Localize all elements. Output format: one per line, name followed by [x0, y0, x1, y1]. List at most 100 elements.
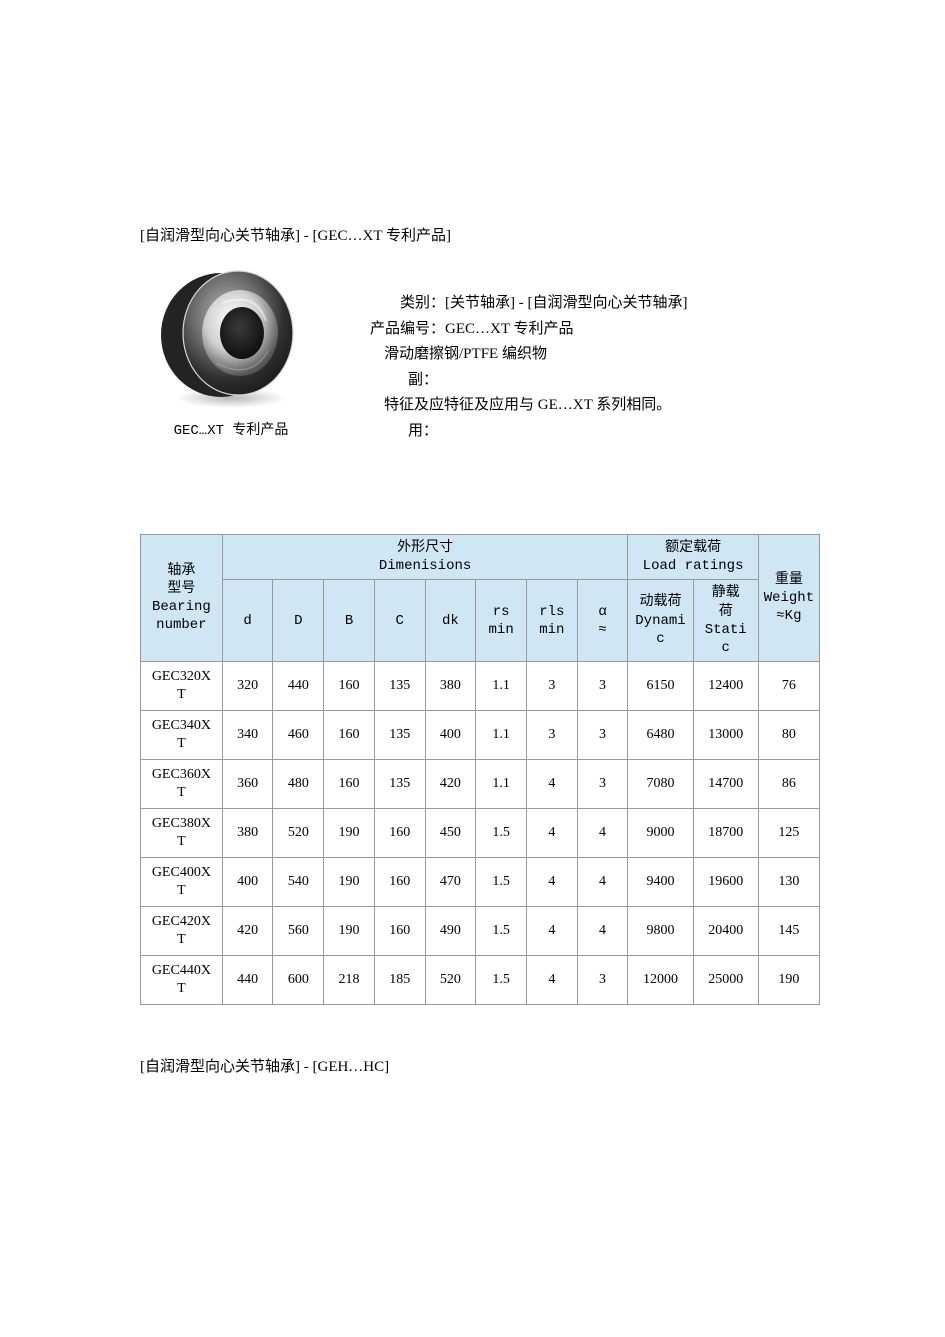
cell-w: 76 — [758, 662, 819, 711]
cell-stat: 19600 — [693, 858, 758, 907]
cell-rs: 1.5 — [476, 907, 527, 956]
cell-bearing-no: GEC340XT — [141, 711, 223, 760]
cell-d: 340 — [222, 711, 273, 760]
cell-w: 86 — [758, 760, 819, 809]
cell-B: 160 — [324, 662, 375, 711]
col-dynamic: 动载荷 Dynami c — [628, 580, 693, 662]
cell-dyn: 9400 — [628, 858, 693, 907]
cell-dyn: 6150 — [628, 662, 693, 711]
cell-rls: 4 — [526, 809, 577, 858]
cell-stat: 20400 — [693, 907, 758, 956]
spec-table: 轴承 型号 Bearing number 外形尺寸 Dimenisions 额定… — [140, 534, 820, 1005]
cell-w: 145 — [758, 907, 819, 956]
col-B: B — [324, 580, 375, 662]
cell-dyn: 7080 — [628, 760, 693, 809]
cell-rls: 4 — [526, 858, 577, 907]
col-D: D — [273, 580, 324, 662]
product-caption: GEC…XT 专利产品 — [140, 419, 322, 439]
cell-w: 190 — [758, 956, 819, 1005]
cell-D: 460 — [273, 711, 324, 760]
bearing-icon — [156, 263, 306, 413]
cell-stat: 18700 — [693, 809, 758, 858]
cell-C: 135 — [374, 711, 425, 760]
cell-D: 440 — [273, 662, 324, 711]
cell-a: 3 — [577, 662, 628, 711]
cell-C: 160 — [374, 809, 425, 858]
col-d: d — [222, 580, 273, 662]
cell-rls: 4 — [526, 907, 577, 956]
cell-B: 190 — [324, 907, 375, 956]
cell-C: 160 — [374, 858, 425, 907]
cell-dk: 380 — [425, 662, 476, 711]
col-static: 静载 荷 Stati c — [693, 580, 758, 662]
footer-title: [自润滑型向心关节轴承] - [GEH…HC] — [140, 1055, 820, 1076]
cell-B: 160 — [324, 711, 375, 760]
cell-rs: 1.5 — [476, 858, 527, 907]
col-C: C — [374, 580, 425, 662]
cell-dyn: 9000 — [628, 809, 693, 858]
label-product-no: 产品编号： — [370, 321, 445, 337]
cell-w: 80 — [758, 711, 819, 760]
cell-C: 185 — [374, 956, 425, 1005]
value-category: [关节轴承] - [自润滑型向心关节轴承] — [445, 295, 687, 311]
page-title: [自润滑型向心关节轴承] - [GEC…XT 专利产品] — [140, 224, 820, 245]
cell-w: 125 — [758, 809, 819, 858]
cell-D: 540 — [273, 858, 324, 907]
col-load-ratings: 额定载荷 Load ratings — [628, 535, 758, 580]
cell-rls: 3 — [526, 662, 577, 711]
cell-rls: 4 — [526, 956, 577, 1005]
cell-bearing-no: GEC420XT — [141, 907, 223, 956]
cell-rs: 1.1 — [476, 711, 527, 760]
cell-dk: 490 — [425, 907, 476, 956]
cell-dk: 420 — [425, 760, 476, 809]
cell-dk: 470 — [425, 858, 476, 907]
cell-d: 400 — [222, 858, 273, 907]
cell-dk: 450 — [425, 809, 476, 858]
label-friction: 滑动磨擦 — [384, 346, 444, 362]
table-row: GEC440XT4406002181855201.543120002500019… — [141, 956, 820, 1005]
col-bearing-number: 轴承 型号 Bearing number — [141, 535, 223, 662]
cell-stat: 25000 — [693, 956, 758, 1005]
col-weight: 重量 Weight ≈Kg — [758, 535, 819, 662]
label-category: 类别： — [400, 295, 445, 311]
cell-rs: 1.5 — [476, 956, 527, 1005]
cell-bearing-no: GEC360XT — [141, 760, 223, 809]
cell-C: 135 — [374, 662, 425, 711]
cell-bearing-no: GEC440XT — [141, 956, 223, 1005]
table-row: GEC400XT4005401901604701.544940019600130 — [141, 858, 820, 907]
cell-d: 380 — [222, 809, 273, 858]
cell-dk: 520 — [425, 956, 476, 1005]
cell-w: 130 — [758, 858, 819, 907]
value-product-no: GEC…XT 专利产品 — [445, 321, 573, 337]
cell-bearing-no: GEC400XT — [141, 858, 223, 907]
table-row: GEC380XT3805201901604501.544900018700125 — [141, 809, 820, 858]
cell-bearing-no: GEC380XT — [141, 809, 223, 858]
cell-dyn: 9800 — [628, 907, 693, 956]
cell-dk: 400 — [425, 711, 476, 760]
cell-d: 320 — [222, 662, 273, 711]
col-dk: dk — [425, 580, 476, 662]
product-image-block: GEC…XT 专利产品 — [140, 263, 322, 439]
col-rls-min: rls min — [526, 580, 577, 662]
cell-a: 3 — [577, 711, 628, 760]
cell-D: 480 — [273, 760, 324, 809]
cell-C: 160 — [374, 907, 425, 956]
cell-a: 4 — [577, 858, 628, 907]
cell-D: 600 — [273, 956, 324, 1005]
cell-a: 3 — [577, 956, 628, 1005]
cell-d: 420 — [222, 907, 273, 956]
cell-stat: 12400 — [693, 662, 758, 711]
cell-D: 520 — [273, 809, 324, 858]
value-friction: 钢/PTFE 编织物 — [444, 346, 547, 362]
cell-rls: 3 — [526, 711, 577, 760]
cell-B: 218 — [324, 956, 375, 1005]
product-info: 类别：[关节轴承] - [自润滑型向心关节轴承] 产品编号：GEC…XT 专利产… — [362, 291, 792, 444]
cell-stat: 13000 — [693, 711, 758, 760]
cell-rls: 4 — [526, 760, 577, 809]
cell-B: 190 — [324, 858, 375, 907]
cell-bearing-no: GEC320XT — [141, 662, 223, 711]
table-row: GEC420XT4205601901604901.544980020400145 — [141, 907, 820, 956]
table-row: GEC340XT3404601601354001.13364801300080 — [141, 711, 820, 760]
cell-B: 190 — [324, 809, 375, 858]
cell-rs: 1.1 — [476, 662, 527, 711]
